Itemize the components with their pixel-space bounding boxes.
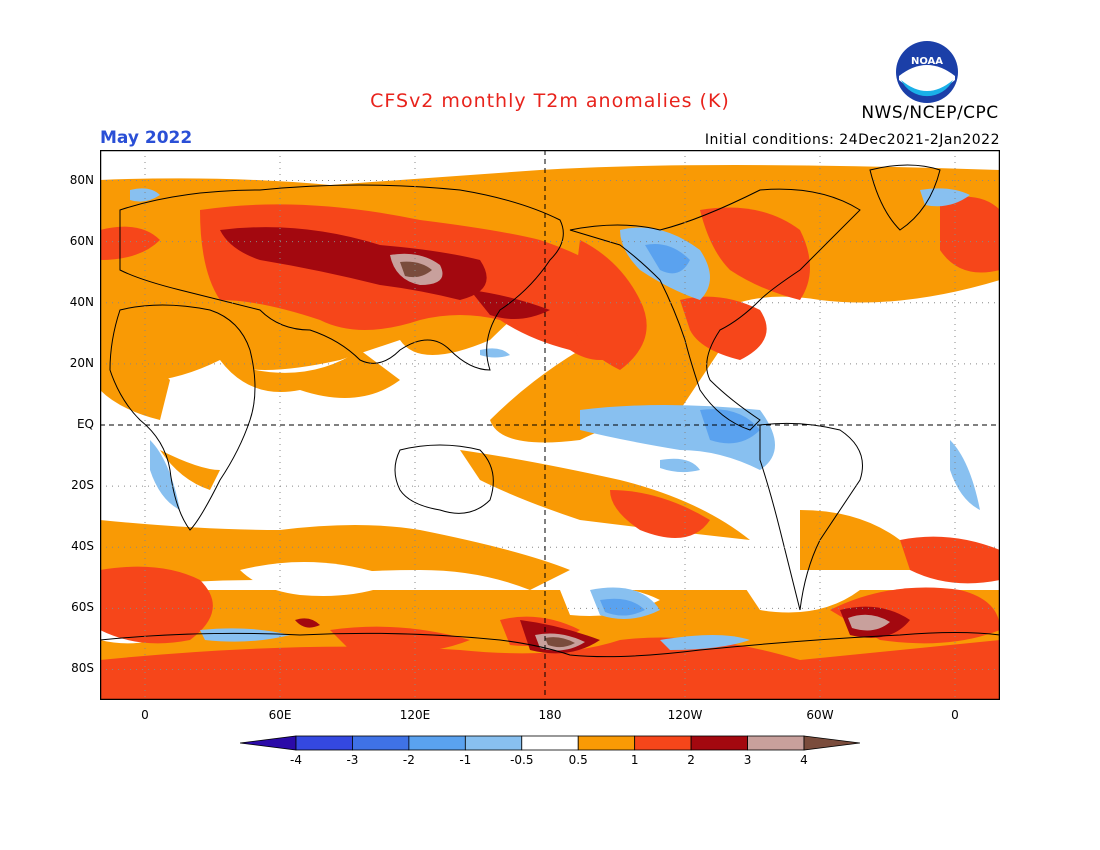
colorbar-tick-label: -3 <box>346 753 358 767</box>
lon-label: 120W <box>667 708 703 722</box>
lat-label: 60S <box>71 600 94 615</box>
anomaly-map <box>100 150 1000 700</box>
lon-label: 0 <box>951 708 959 722</box>
lat-label: 20N <box>69 355 94 370</box>
lon-label: 60E <box>268 708 292 722</box>
colorbar-tick-label: 3 <box>744 753 752 767</box>
initial-conditions: Initial conditions: 24Dec2021-2Jan2022 <box>704 132 1000 148</box>
colorbar-tick-label: -4 <box>290 753 302 767</box>
colorbar-bin <box>747 735 805 751</box>
lon-label: 60W <box>806 708 834 722</box>
colorbar-tick-label: 0.5 <box>569 753 588 767</box>
colorbar-bin <box>803 735 860 751</box>
lon-label: 0 <box>141 708 149 722</box>
colorbar-bin <box>352 735 410 751</box>
valid-month: May 2022 <box>100 128 193 148</box>
colorbar-bin <box>408 735 466 751</box>
lat-label: 20S <box>71 478 94 493</box>
noaa-logo: NOAA <box>896 41 958 103</box>
colorbar-tick-label: -0.5 <box>510 753 533 767</box>
colorbar-tick-label: -2 <box>403 753 415 767</box>
lat-label: 40N <box>69 294 94 309</box>
colorbar-bin <box>577 735 636 751</box>
colorbar-tick-label: 1 <box>631 753 639 767</box>
lat-label: 40S <box>71 539 94 554</box>
colorbar: -4 -3 -2 -1 -0.5 0.5 1 2 3 4 <box>240 735 860 767</box>
lat-label: 60N <box>69 233 94 248</box>
colorbar-bin <box>634 735 692 751</box>
lat-label: EQ <box>76 417 94 431</box>
colorbar-tick-label: 4 <box>800 753 808 767</box>
colorbar-bin <box>521 735 579 751</box>
logo-text: NOAA <box>911 56 943 67</box>
colorbar-tick-label: -1 <box>459 753 471 767</box>
colorbar-bin <box>464 735 523 751</box>
colorbar-bin <box>690 735 748 751</box>
chart-title: CFSv2 monthly T2m anomalies (K) <box>370 90 730 112</box>
colorbar-bin <box>240 735 297 751</box>
lat-label: 80N <box>69 172 94 187</box>
lon-label: 180 <box>538 708 562 722</box>
lat-label: 80S <box>71 661 94 676</box>
agency-label: NWS/NCEP/CPC <box>861 103 999 123</box>
lon-label: 120E <box>399 708 431 722</box>
colorbar-bin <box>295 735 353 751</box>
colorbar-tick-label: 2 <box>687 753 695 767</box>
